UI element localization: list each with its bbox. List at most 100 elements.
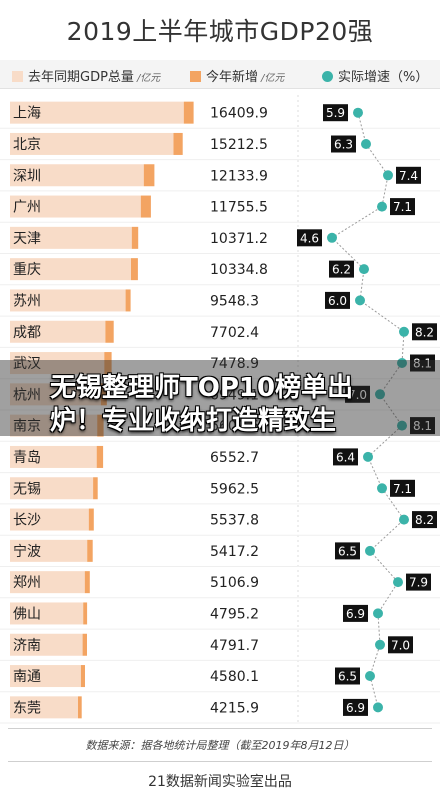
growth-label-box <box>325 291 350 309</box>
growth-dot <box>397 358 407 368</box>
city-label: 佛山 <box>13 606 41 622</box>
growth-trend-line <box>331 112 405 708</box>
bar-increase <box>84 571 90 594</box>
city-label: 宁波 <box>13 543 41 560</box>
bar-last-year <box>10 258 131 281</box>
city-label: 重庆 <box>13 262 41 278</box>
bar-last-year <box>10 571 85 594</box>
growth-dot <box>393 577 403 588</box>
growth-label: 7.0 <box>348 388 367 402</box>
city-label: 深圳 <box>13 168 41 184</box>
gdp-total-label: 7702.4 <box>210 325 259 341</box>
banner-line-2: 炉！专业收纳打造精致生 <box>50 406 337 436</box>
gdp-total-label: 16409.9 <box>210 106 268 122</box>
bar-last-year <box>10 508 89 531</box>
gdp-total-label: 4215.9 <box>210 700 259 716</box>
gdp-total-label: 7478.9 <box>210 356 259 372</box>
growth-marks: 5.9 6.3 7.4 7.1 4.6 6.2 6.0 8.2 8.1 7.0 8.1 6.4 7.1 8… <box>297 104 437 716</box>
bar-increase <box>105 320 114 343</box>
credit-line: 21数据新闻实验室出品 <box>148 774 292 790</box>
footer-divider-top <box>8 728 432 729</box>
city-label: 东莞 <box>13 700 41 716</box>
gdp-total-label: 5417.2 <box>210 544 259 560</box>
legend-label-growth: 实际增速（%） <box>338 70 429 85</box>
growth-label-box <box>388 636 413 654</box>
bar-last-year <box>10 320 106 343</box>
growth-dot <box>365 545 375 556</box>
growth-label: 6.5 <box>338 670 357 684</box>
banner-line-1: 无锡整理师TOP10榜单出 <box>50 373 354 403</box>
growth-label: 7.4 <box>399 169 418 183</box>
growth-dot <box>361 139 371 149</box>
bar-increase <box>131 226 139 249</box>
city-label: 南京 <box>13 419 41 435</box>
growth-label: 8.1 <box>413 357 432 371</box>
legend-swatch-last-year <box>12 71 23 82</box>
bar-last-year <box>10 289 126 312</box>
bars <box>10 101 194 719</box>
bar-last-year <box>10 696 78 719</box>
gdp-total-label: 11755.5 <box>210 200 268 216</box>
growth-label-box <box>343 604 368 622</box>
gdp-total-label: 10334.8 <box>210 262 268 278</box>
growth-label: 5.9 <box>326 106 345 120</box>
legend: 去年同期GDP总量/亿元 今年新增/亿元 实际增速（%） <box>0 60 440 89</box>
gdp-total-label: 4795.2 <box>210 606 259 622</box>
gdp-total-label: 6600.6 <box>210 419 259 435</box>
bar-increase <box>82 633 87 656</box>
growth-label-box <box>390 198 415 216</box>
bar-increase <box>131 258 138 281</box>
growth-label: 7.0 <box>391 638 410 652</box>
legend-dot-growth <box>322 71 333 82</box>
overlay-banner[interactable]: 无锡整理师TOP10榜单出 炉！专业收纳打造精致生 <box>0 360 440 436</box>
growth-label-box <box>396 166 421 184</box>
growth-dot <box>377 201 387 212</box>
city-label: 郑州 <box>13 575 41 591</box>
gdp-total-label: 12133.9 <box>210 168 268 184</box>
bar-increase <box>80 665 85 688</box>
growth-label: 6.0 <box>328 294 347 308</box>
growth-dot <box>399 326 409 337</box>
growth-label: 6.9 <box>346 701 365 715</box>
gdp-total-label: 9548.3 <box>210 293 259 309</box>
city-label: 无锡 <box>13 481 41 497</box>
bar-increase <box>143 164 155 187</box>
growth-dot <box>359 264 369 275</box>
growth-label: 6.2 <box>332 263 351 277</box>
bar-increase <box>88 508 94 531</box>
growth-dot <box>397 420 407 431</box>
growth-label-box <box>406 573 431 591</box>
gdp-total-label: 5537.8 <box>210 513 259 529</box>
city-label: 杭州 <box>13 387 41 403</box>
bar-increase <box>183 101 194 124</box>
bar-increase <box>96 445 104 468</box>
city-label: 长沙 <box>13 513 41 529</box>
bar-last-year <box>10 195 141 218</box>
growth-label-box <box>410 354 435 372</box>
growth-label-box <box>345 385 370 403</box>
city-label: 苏州 <box>13 293 41 309</box>
growth-label-box <box>343 698 368 716</box>
data-source-note: 数据来源：据各地统计局整理（截至2019年8月12日） <box>85 739 355 752</box>
city-label: 青岛 <box>13 450 41 466</box>
city-label: 北京 <box>13 137 41 153</box>
bar-increase <box>87 539 93 562</box>
growth-dot <box>375 639 385 650</box>
bar-last-year <box>10 539 88 562</box>
gdp-total-label: 6552.7 <box>210 450 259 466</box>
growth-label: 8.2 <box>415 325 434 339</box>
growth-label-box <box>329 260 354 278</box>
gdp-total-label: 10371.2 <box>210 231 268 247</box>
city-label: 武汉 <box>13 356 41 372</box>
growth-label-box <box>412 511 437 529</box>
growth-label-box <box>333 448 358 466</box>
growth-label-box <box>323 104 348 122</box>
city-label: 成都 <box>13 325 41 341</box>
bar-increase <box>140 195 151 218</box>
growth-label: 4.6 <box>300 231 319 245</box>
row-labels: 上海 16409.9 北京 15212.5 深圳 12133.9 广州 11755.5 天津 10… <box>13 106 268 717</box>
growth-dot <box>353 107 363 118</box>
legend-item-growth: 实际增速（%） <box>322 66 428 85</box>
growth-dot <box>355 295 365 306</box>
